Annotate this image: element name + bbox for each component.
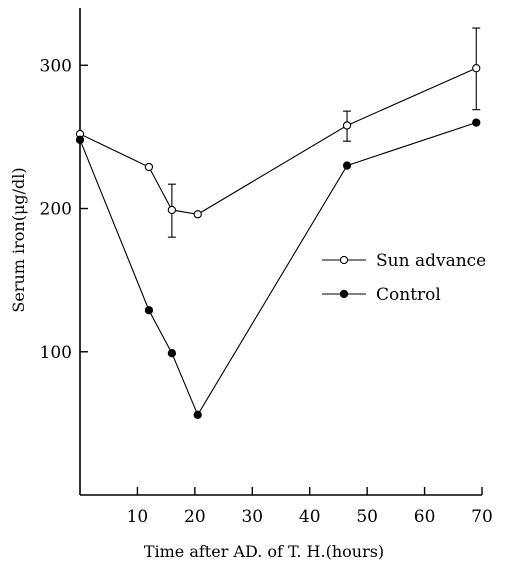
tick-marks	[80, 64, 483, 495]
legend-control-label: Control	[376, 285, 441, 305]
sun-advance-point	[342, 121, 352, 130]
sun-advance-point	[472, 64, 481, 73]
x-tick-label: 10	[127, 507, 149, 527]
x-tick-label: 50	[356, 507, 378, 527]
x-tick-label: 30	[241, 507, 263, 527]
control-point	[144, 306, 154, 315]
series-points	[75, 64, 481, 419]
control-line	[79, 122, 477, 417]
legend-sun-advance-marker	[339, 255, 349, 265]
sun-advance-point	[167, 205, 177, 215]
y-tick-label: 300	[40, 56, 72, 76]
x-tick-label: 20	[184, 507, 206, 527]
control-point	[472, 118, 481, 127]
y-axis-title: Serum iron(μg/dl)	[9, 167, 28, 312]
y-tick-label: 100	[40, 343, 72, 363]
sun-advance-point	[193, 210, 202, 219]
x-tick-label: 60	[414, 507, 436, 527]
y-tick-label: 200	[40, 200, 72, 220]
control-point	[342, 161, 352, 170]
series-lines	[79, 67, 477, 417]
control-point	[193, 410, 202, 419]
x-tick-label: 40	[299, 507, 321, 527]
legend-sun-advance-label: Sun advance	[376, 251, 486, 271]
sun-advance-line	[79, 67, 477, 215]
control-point	[75, 135, 85, 144]
tick-labels: 10 20 30 40 50 60 70 100 200 300	[40, 56, 493, 527]
axes	[79, 8, 482, 496]
error-bars	[167, 27, 481, 238]
sun-advance-point	[144, 162, 154, 172]
x-tick-label: 70	[471, 507, 493, 527]
legend-control-marker	[339, 289, 349, 299]
control-point	[167, 349, 177, 358]
x-axis-title: Time after AD. of T. H.(hours)	[144, 542, 384, 561]
legend: Sun advance Control	[322, 251, 486, 305]
